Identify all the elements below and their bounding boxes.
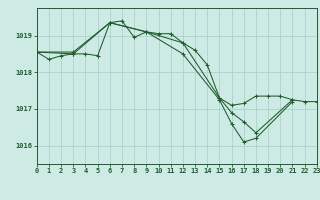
Text: Graphe pression niveau de la mer (hPa): Graphe pression niveau de la mer (hPa) <box>58 184 262 193</box>
